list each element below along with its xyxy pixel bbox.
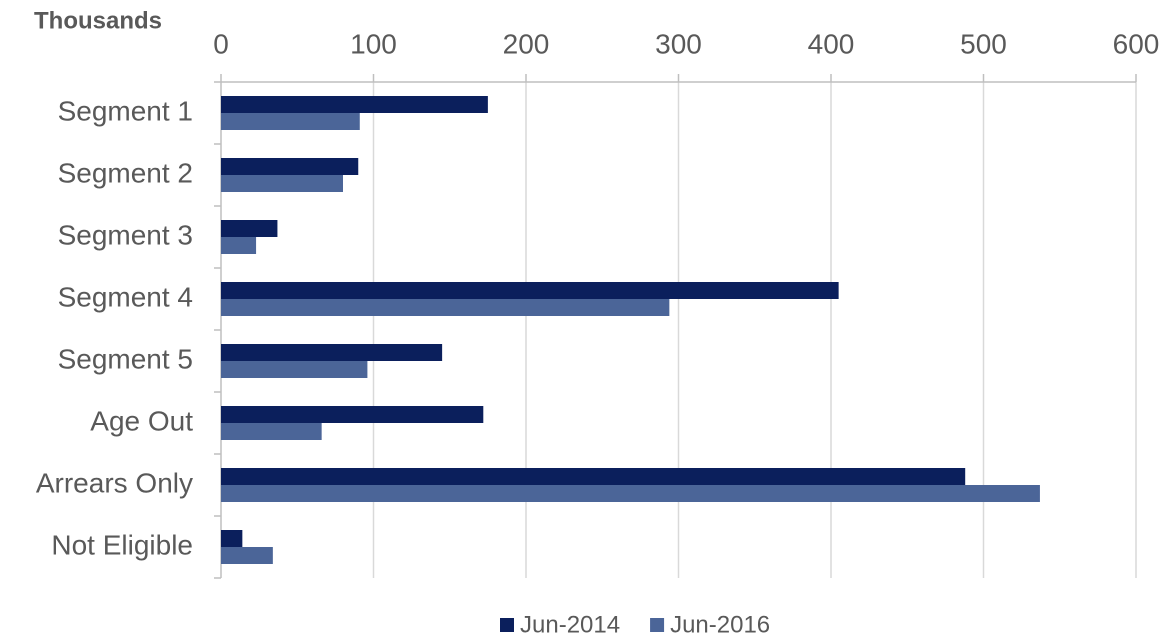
category-label: Segment 3 bbox=[58, 219, 193, 250]
legend-swatch bbox=[650, 618, 665, 632]
bar bbox=[221, 361, 368, 378]
legend-swatch bbox=[500, 618, 514, 632]
bar bbox=[221, 158, 359, 175]
x-tick-label: 100 bbox=[350, 28, 397, 59]
bar bbox=[221, 96, 488, 113]
axis-unit-label: Thousands bbox=[34, 7, 162, 34]
x-tick-label: 0 bbox=[213, 28, 229, 59]
category-label: Age Out bbox=[90, 405, 193, 436]
legend-label: Jun-2016 bbox=[670, 611, 770, 638]
category-label: Segment 1 bbox=[58, 95, 193, 126]
category-label: Segment 5 bbox=[58, 343, 193, 374]
bar bbox=[221, 406, 484, 423]
category-label: Not Eligible bbox=[51, 529, 193, 560]
bar bbox=[221, 220, 278, 237]
x-tick-label: 600 bbox=[1113, 28, 1160, 59]
bar bbox=[221, 299, 670, 316]
category-label: Segment 2 bbox=[58, 157, 193, 188]
x-tick-label: 300 bbox=[655, 28, 702, 59]
bar bbox=[221, 344, 443, 361]
bar bbox=[221, 237, 257, 254]
bar bbox=[221, 113, 360, 130]
bar bbox=[221, 547, 273, 564]
x-tick-label: 200 bbox=[503, 28, 550, 59]
category-label: Segment 4 bbox=[58, 281, 193, 312]
legend-label: Jun-2014 bbox=[520, 611, 620, 638]
bar bbox=[221, 530, 243, 547]
bar bbox=[221, 282, 839, 299]
bar bbox=[221, 175, 343, 192]
bar bbox=[221, 468, 966, 485]
x-tick-label: 400 bbox=[808, 28, 855, 59]
category-label: Arrears Only bbox=[36, 467, 193, 498]
bar bbox=[221, 485, 1040, 502]
x-tick-label: 500 bbox=[960, 28, 1007, 59]
bar bbox=[221, 423, 322, 440]
